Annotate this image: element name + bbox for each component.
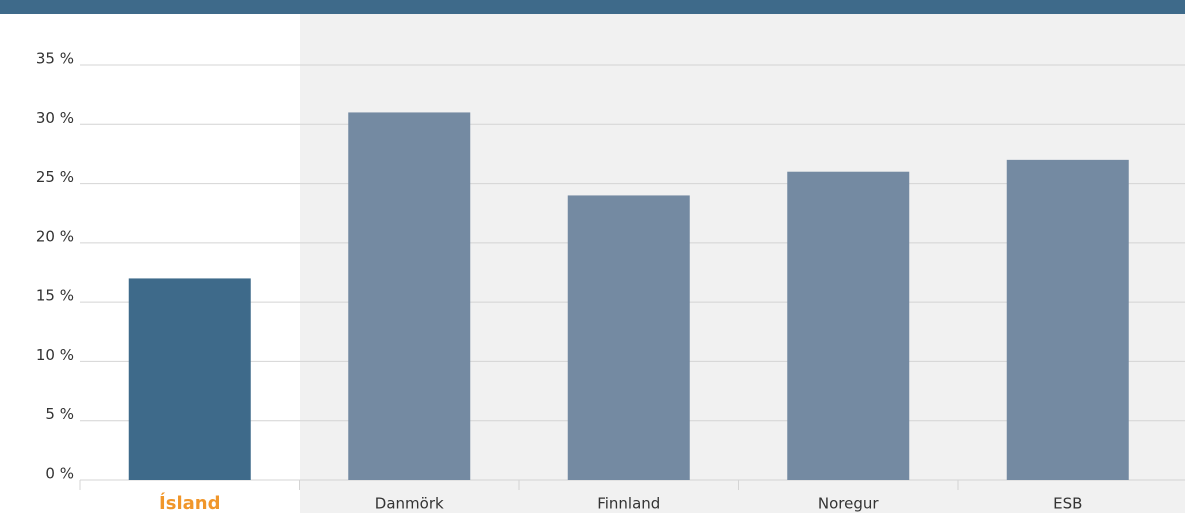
x-tick-label: Danmörk — [375, 495, 444, 513]
y-tick-label: 0 % — [45, 465, 74, 483]
x-tick-label: ESB — [1053, 495, 1082, 513]
bar — [567, 195, 690, 480]
x-tick-label: Ísland — [159, 492, 220, 513]
y-tick-label: 15 % — [36, 287, 74, 305]
y-tick-label: 25 % — [36, 168, 74, 186]
header-band — [0, 0, 1185, 14]
y-tick-label: 30 % — [36, 109, 74, 127]
y-tick-label: 5 % — [45, 405, 74, 423]
bar — [1006, 159, 1129, 480]
x-tick-label: Noregur — [818, 495, 879, 513]
y-tick-label: 10 % — [36, 346, 74, 364]
y-tick-label: 35 % — [36, 50, 74, 68]
bar — [348, 112, 471, 480]
bar — [787, 171, 910, 480]
y-tick-label: 20 % — [36, 227, 74, 245]
bar — [128, 278, 251, 480]
x-tick-label: Finnland — [597, 495, 660, 513]
